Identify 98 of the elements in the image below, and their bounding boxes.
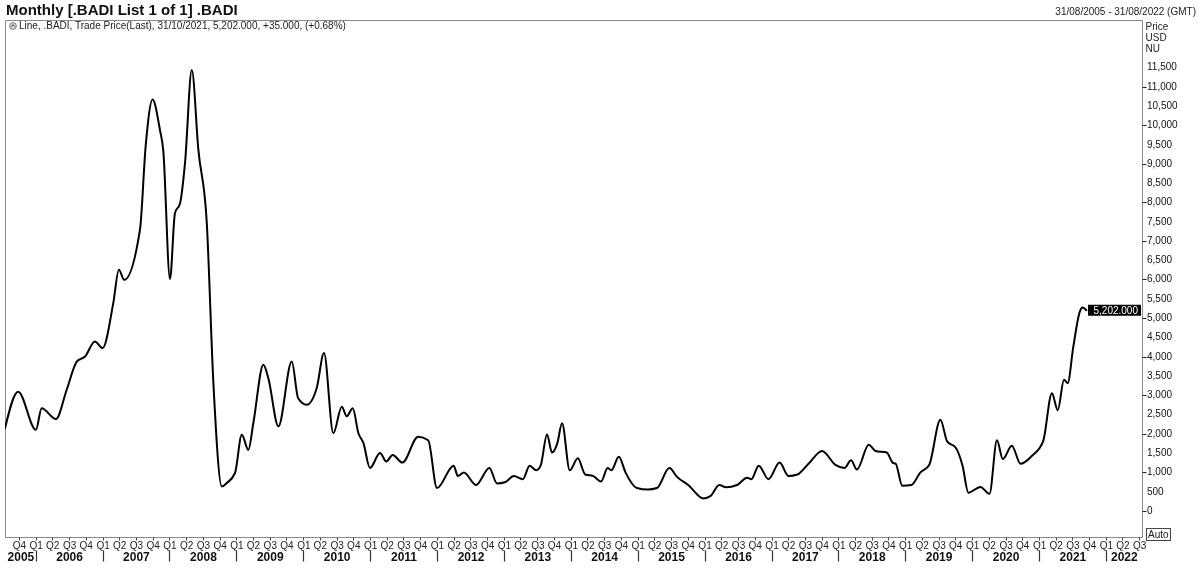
y-tick-label: 11,500 bbox=[1147, 61, 1178, 73]
x-tick-label: Q1 bbox=[430, 539, 445, 551]
x-tick-label: Q3 bbox=[464, 539, 479, 551]
y-tick-label: 1,500 bbox=[1147, 446, 1173, 458]
x-tick-label: Q2 bbox=[514, 539, 529, 551]
x-tick-label: Q2 bbox=[982, 539, 997, 551]
x-tick-label: Q3 bbox=[664, 539, 679, 551]
x-tick-label: Q2 bbox=[848, 539, 863, 551]
x-tick-label: Q2 bbox=[1116, 539, 1131, 551]
x-tick-label: Q1 bbox=[899, 539, 913, 551]
x-tick-label: Q3 bbox=[129, 539, 144, 551]
x-tick-label: Q4 bbox=[614, 539, 629, 551]
y-tick-label: 9,000 bbox=[1147, 157, 1173, 169]
x-tick-label: Q2 bbox=[380, 539, 395, 551]
x-tick-label: Q2 bbox=[915, 539, 930, 551]
y-tick-label: 10,500 bbox=[1147, 99, 1179, 111]
y-tick-label: 5,500 bbox=[1147, 292, 1173, 304]
x-tick-label: Q4 bbox=[280, 539, 295, 551]
x-tick-label: Q3 bbox=[1066, 539, 1081, 551]
x-tick-label: Q2 bbox=[246, 539, 261, 551]
x-tick-label: Q4 bbox=[1016, 539, 1030, 551]
chart-subtitle: Line, .BADI, Trade Price(Last), 31/10/2021, 5,202.000, +35.000, (+0.68%) bbox=[19, 20, 346, 31]
x-tick-label: Q2 bbox=[447, 539, 462, 551]
x-tick-label: Q1 bbox=[297, 539, 311, 551]
x-tick-label: Q4 bbox=[213, 539, 228, 551]
x-tick-label: Q4 bbox=[949, 539, 963, 551]
x-tick-label: Q3 bbox=[397, 539, 412, 551]
y-tick-label: 3,000 bbox=[1147, 389, 1173, 401]
auto-button: Auto bbox=[1146, 528, 1171, 541]
text: 31/08/2005 - 31/08/2022 (GMT) bbox=[1055, 6, 1196, 17]
x-tick-label: Q3 bbox=[531, 539, 545, 551]
x-tick-label: Q2 bbox=[112, 539, 127, 551]
x-tick-label: Q3 bbox=[798, 539, 813, 551]
x-tick-label: Q3 bbox=[263, 539, 278, 551]
x-tick-label: Q2 bbox=[647, 539, 662, 551]
x-tick-label: Q4 bbox=[79, 539, 94, 551]
y-tick-label: 0 bbox=[1147, 504, 1153, 516]
x-tick-label: Q3 bbox=[62, 539, 77, 551]
x-tick-label: Q2 bbox=[715, 539, 729, 551]
y-tick-label: 2,500 bbox=[1147, 408, 1173, 420]
x-tick-label: Q1 bbox=[631, 539, 646, 551]
x-tick-label: Q4 bbox=[480, 539, 495, 551]
x-tick-label: Q1 bbox=[698, 539, 713, 551]
x-tick-label: Q4 bbox=[815, 539, 830, 551]
y-axis-title: Price USD NU bbox=[1145, 20, 1169, 54]
x-tick-label: Q2 bbox=[179, 539, 194, 551]
x-tick-label: Q3 bbox=[865, 539, 880, 551]
x-tick-label: Q2 bbox=[1049, 539, 1064, 551]
y-tick-label: 8,000 bbox=[1147, 196, 1173, 208]
y-tick-label: 11,000 bbox=[1147, 80, 1178, 92]
x-tick-label: Q3 bbox=[598, 539, 612, 551]
y-tick-label: 5,000 bbox=[1147, 312, 1173, 324]
y-tick-label: 500 bbox=[1147, 485, 1165, 497]
x-tick-label: Q1 bbox=[363, 539, 378, 551]
x-tick-label: Q3 bbox=[196, 539, 211, 551]
x-tick-label: Q1 bbox=[96, 539, 111, 551]
y-tick-label: 4,500 bbox=[1147, 331, 1173, 343]
x-tick-label: Q4 bbox=[12, 539, 27, 551]
y-tick-label: 7,500 bbox=[1147, 215, 1173, 227]
x-tick-label: Q4 bbox=[748, 539, 763, 551]
x-tick-label: Q4 bbox=[547, 539, 562, 551]
y-tick-label: 6,000 bbox=[1147, 273, 1173, 285]
x-tick-label: Q1 bbox=[29, 539, 44, 551]
x-tick-label: Q3 bbox=[330, 539, 345, 551]
x-tick-label: Q3 bbox=[999, 539, 1014, 551]
x-tick-label: Q2 bbox=[781, 539, 796, 551]
x-tick-label: Q1 bbox=[497, 539, 512, 551]
line-series bbox=[5, 69, 1088, 500]
y-tick-label: 10,000 bbox=[1147, 119, 1179, 131]
x-tick-label: Q4 bbox=[347, 539, 361, 551]
x-tick-label: Q1 bbox=[1032, 539, 1047, 551]
y-tick-label: 2,000 bbox=[1147, 427, 1173, 439]
x-tick-label: Q4 bbox=[413, 539, 428, 551]
x-tick-label: Q3 bbox=[1133, 539, 1147, 551]
x-tick-label: Q3 bbox=[932, 539, 947, 551]
y-tick-label: 4,000 bbox=[1147, 350, 1173, 362]
x-tick-label: Q2 bbox=[46, 539, 60, 551]
chart-title: Monthly [.BADI List 1 of 1] .BADI bbox=[6, 1, 238, 18]
y-tick-label: 9,500 bbox=[1147, 138, 1173, 150]
x-tick-label: Q4 bbox=[1082, 539, 1097, 551]
y-tick-label: 7,000 bbox=[1147, 234, 1173, 246]
x-tick-label: Q1 bbox=[230, 539, 245, 551]
x-tick-label: Q1 bbox=[832, 539, 846, 551]
x-tick-label: Q1 bbox=[965, 539, 980, 551]
x-tick-label: Q1 bbox=[163, 539, 178, 551]
x-tick-label: Q1 bbox=[1099, 539, 1114, 551]
x-tick-label: Q4 bbox=[146, 539, 161, 551]
y-tick-label: 1,000 bbox=[1147, 466, 1173, 478]
y-tick-label: 3,500 bbox=[1147, 369, 1173, 381]
x-tick-label: Q4 bbox=[681, 539, 696, 551]
x-tick-label: Q1 bbox=[564, 539, 579, 551]
x-tick-label: Q3 bbox=[731, 539, 746, 551]
y-tick-label: 6,500 bbox=[1147, 254, 1173, 266]
x-tick-label: Q4 bbox=[882, 539, 896, 551]
y-tick-label: 8,500 bbox=[1147, 177, 1173, 189]
x-tick-label: Q2 bbox=[581, 539, 595, 551]
x-tick-label: Q2 bbox=[313, 539, 328, 551]
x-tick-label: Q1 bbox=[765, 539, 780, 551]
